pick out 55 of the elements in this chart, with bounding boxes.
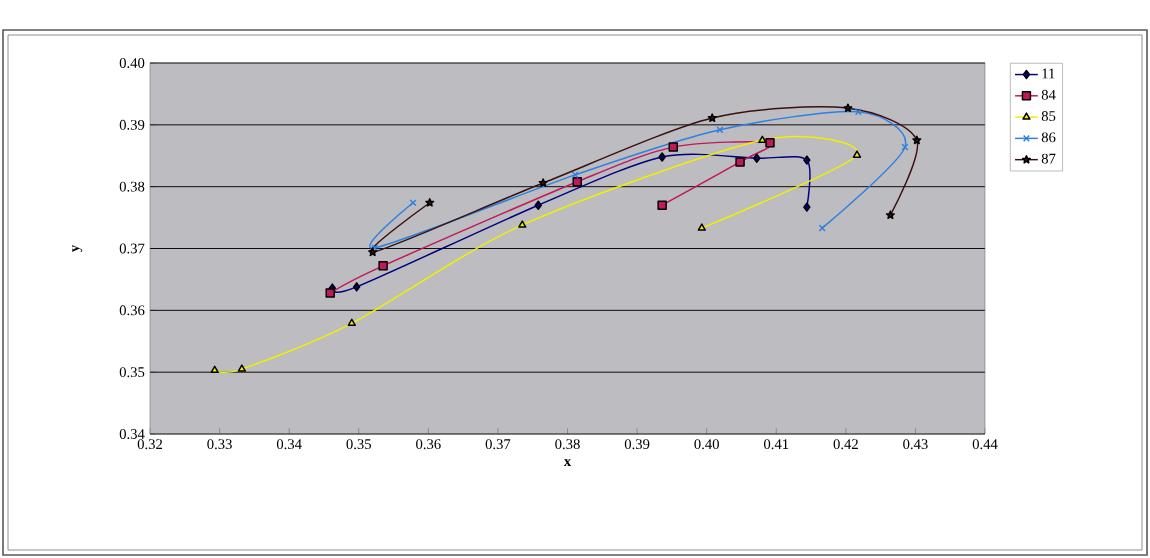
point bbox=[347, 318, 356, 327]
x-tick-label: 0.39 bbox=[624, 439, 650, 450]
x-tick-label: 0.35 bbox=[346, 439, 372, 450]
legend-label: 87 bbox=[1041, 153, 1056, 164]
x-tick-label: 0.33 bbox=[207, 439, 232, 450]
point bbox=[210, 365, 219, 374]
point bbox=[803, 155, 811, 165]
point bbox=[707, 113, 717, 123]
point bbox=[657, 200, 667, 210]
x-tick-label: 0.41 bbox=[763, 439, 789, 450]
x-tick-label: 0.42 bbox=[833, 439, 858, 450]
x-tick-label: 0.43 bbox=[903, 439, 928, 450]
y-tick-label: 0.34 bbox=[119, 429, 145, 439]
point bbox=[912, 135, 922, 145]
point bbox=[854, 108, 862, 116]
x-tick-label: 0.34 bbox=[276, 439, 302, 450]
x-tick-label: 0.37 bbox=[485, 439, 511, 450]
point bbox=[852, 150, 862, 158]
point bbox=[325, 288, 335, 298]
point bbox=[735, 157, 745, 167]
point bbox=[803, 202, 811, 212]
x-tick-label: 0.44 bbox=[972, 439, 998, 450]
legend-label: 85 bbox=[1041, 111, 1056, 122]
point bbox=[658, 152, 666, 162]
point bbox=[518, 220, 527, 228]
point bbox=[368, 247, 378, 257]
y-tick-label: 0.36 bbox=[119, 305, 145, 316]
point bbox=[668, 142, 679, 152]
point bbox=[237, 364, 247, 372]
y-axis-title: y bbox=[72, 244, 83, 253]
point bbox=[765, 138, 775, 148]
x-tick-label: 0.32 bbox=[137, 439, 163, 450]
x-axis-title: x bbox=[563, 459, 572, 466]
x-tick-label: 0.38 bbox=[555, 439, 580, 450]
point bbox=[534, 200, 543, 210]
x-tick-label: 0.40 bbox=[694, 439, 719, 450]
x-tick-label: 0.36 bbox=[416, 439, 441, 450]
legend-label: 86 bbox=[1041, 132, 1056, 143]
point bbox=[697, 223, 706, 231]
legend-label: 84 bbox=[1041, 89, 1056, 100]
point bbox=[425, 198, 435, 207]
y-tick-label: 0.40 bbox=[119, 58, 145, 68]
legend-label: 11 bbox=[1042, 68, 1055, 79]
point bbox=[758, 135, 767, 144]
y-tick-label: 0.38 bbox=[119, 181, 145, 192]
point bbox=[538, 178, 548, 187]
y-tick-label: 0.37 bbox=[119, 243, 145, 254]
y-tick-label: 0.39 bbox=[119, 119, 145, 130]
point bbox=[843, 103, 853, 113]
point bbox=[352, 282, 361, 292]
y-tick-label: 0.35 bbox=[119, 367, 145, 378]
point bbox=[885, 210, 895, 220]
point bbox=[378, 261, 388, 271]
point bbox=[572, 176, 582, 187]
point bbox=[753, 153, 761, 163]
